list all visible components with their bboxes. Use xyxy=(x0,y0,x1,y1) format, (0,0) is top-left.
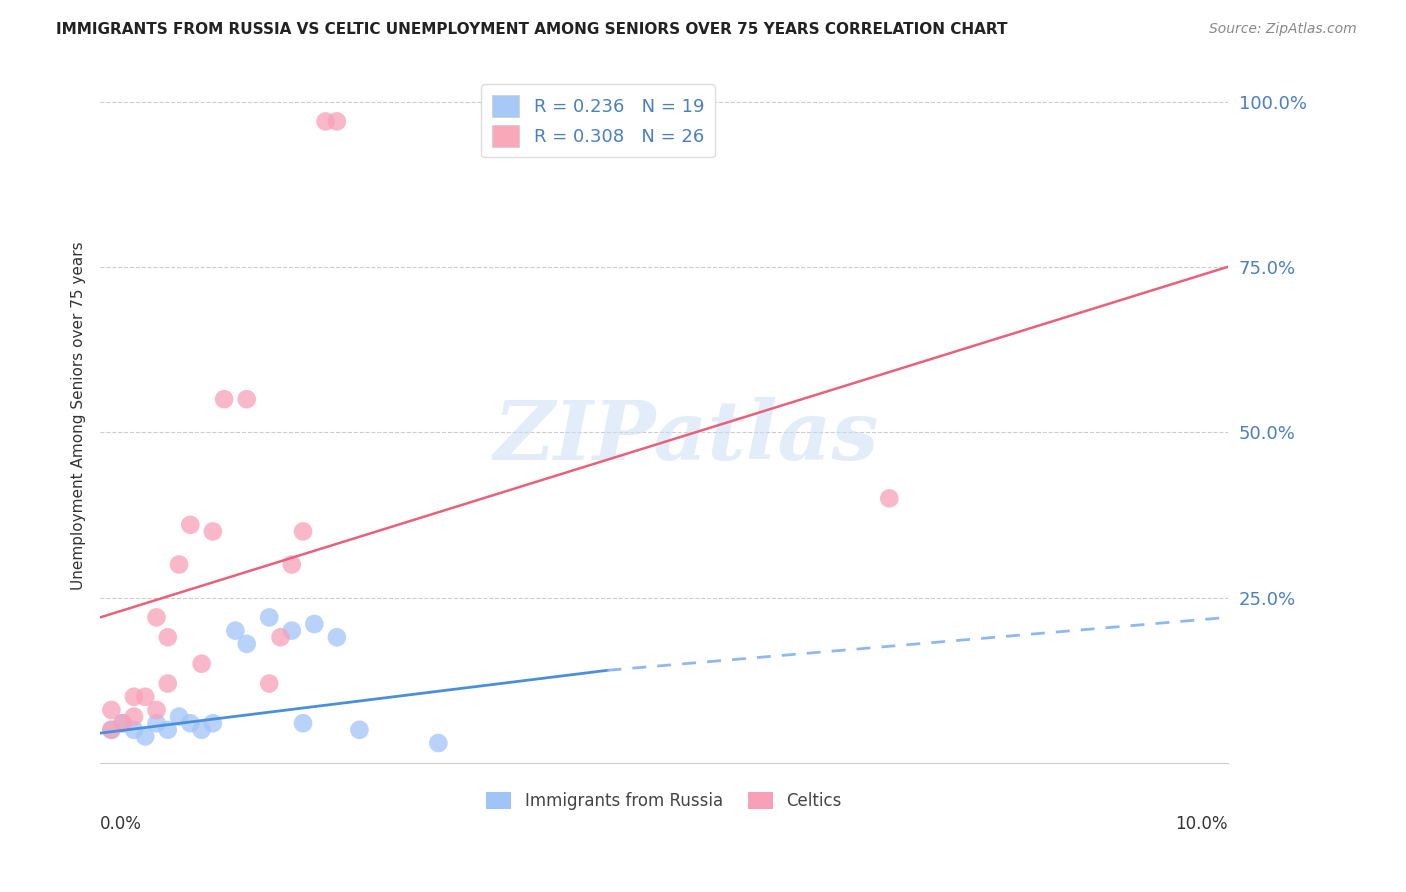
Point xyxy=(292,716,315,731)
Point xyxy=(156,723,179,737)
Text: ZIPatlas: ZIPatlas xyxy=(494,397,879,476)
Text: Source: ZipAtlas.com: Source: ZipAtlas.com xyxy=(1209,22,1357,37)
Point xyxy=(235,392,257,407)
Point xyxy=(179,517,201,532)
Point xyxy=(145,703,167,717)
Point xyxy=(122,723,145,737)
Point xyxy=(134,730,156,744)
Point xyxy=(167,558,190,572)
Point xyxy=(100,723,122,737)
Point xyxy=(212,392,235,407)
Point xyxy=(179,716,201,731)
Legend: Immigrants from Russia, Celtics: Immigrants from Russia, Celtics xyxy=(479,786,848,817)
Y-axis label: Unemployment Among Seniors over 75 years: Unemployment Among Seniors over 75 years xyxy=(72,242,86,590)
Point xyxy=(270,630,292,644)
Point xyxy=(224,624,246,638)
Point xyxy=(292,524,315,539)
Point xyxy=(190,723,212,737)
Point xyxy=(122,690,145,704)
Point xyxy=(145,610,167,624)
Point xyxy=(190,657,212,671)
Point xyxy=(111,716,134,731)
Point xyxy=(349,723,371,737)
Text: 10.0%: 10.0% xyxy=(1175,815,1227,833)
Point xyxy=(235,637,257,651)
Point xyxy=(326,114,349,128)
Point xyxy=(134,690,156,704)
Point xyxy=(257,676,280,690)
Point xyxy=(281,558,304,572)
Point xyxy=(201,524,224,539)
Point xyxy=(281,624,304,638)
Text: 0.0%: 0.0% xyxy=(100,815,142,833)
Text: IMMIGRANTS FROM RUSSIA VS CELTIC UNEMPLOYMENT AMONG SENIORS OVER 75 YEARS CORREL: IMMIGRANTS FROM RUSSIA VS CELTIC UNEMPLO… xyxy=(56,22,1008,37)
Point xyxy=(201,716,224,731)
Point xyxy=(100,703,122,717)
Point xyxy=(315,114,337,128)
Point xyxy=(156,630,179,644)
Point xyxy=(879,491,901,506)
Point xyxy=(145,716,167,731)
Point xyxy=(304,617,326,632)
Point xyxy=(257,610,280,624)
Point xyxy=(122,709,145,723)
Point xyxy=(326,630,349,644)
Point xyxy=(167,709,190,723)
Point xyxy=(100,723,122,737)
Point xyxy=(156,676,179,690)
Point xyxy=(427,736,450,750)
Point xyxy=(111,716,134,731)
